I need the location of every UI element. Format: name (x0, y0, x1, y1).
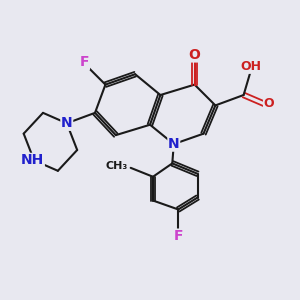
Text: OH: OH (241, 60, 262, 73)
Text: N: N (168, 137, 180, 151)
Text: O: O (264, 98, 274, 110)
Text: N: N (61, 116, 73, 130)
Text: O: O (189, 48, 200, 62)
Text: NH: NH (21, 153, 44, 167)
Text: F: F (173, 229, 183, 243)
Text: F: F (80, 55, 89, 69)
Text: CH₃: CH₃ (106, 161, 128, 171)
